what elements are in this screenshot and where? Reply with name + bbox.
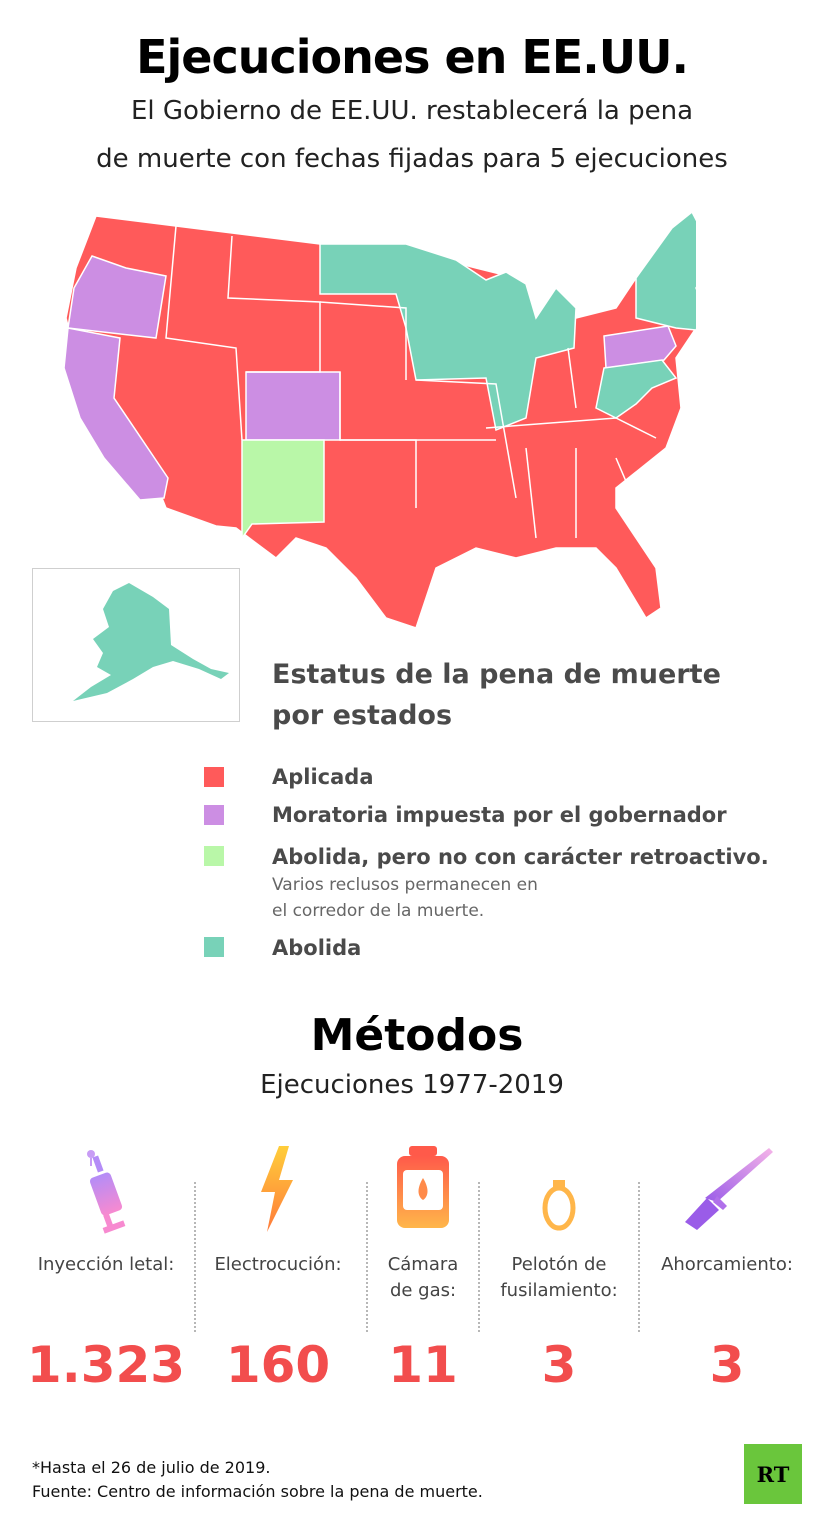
rt-logo-text: RT xyxy=(756,1461,790,1487)
legend-swatch-abolished xyxy=(204,937,224,957)
method-label-line-1: Electrocución: xyxy=(214,1254,342,1275)
syringe-icon xyxy=(87,1150,126,1234)
legend-label-abolished: Abolida xyxy=(272,936,362,960)
pennsylvania xyxy=(603,325,677,369)
rifle-icon xyxy=(685,1148,773,1230)
alaska-inset xyxy=(32,568,240,722)
subtitle-line-2: de muerte con fechas fijadas para 5 ejec… xyxy=(96,144,728,174)
method-hanging: Ahorcamiento: 3 xyxy=(642,1140,812,1394)
method-label: Electrocución: xyxy=(198,1252,358,1278)
divider xyxy=(366,1182,368,1332)
method-count: 3 xyxy=(709,1336,745,1394)
legend-swatch-moratorium xyxy=(204,805,224,825)
method-label: Inyección letal: xyxy=(20,1252,192,1278)
method-firing-squad: Pelotón de fusilamiento: 3 xyxy=(484,1140,634,1394)
method-label-line-2: fusilamiento: xyxy=(500,1280,618,1301)
method-count: 11 xyxy=(388,1336,458,1394)
divider xyxy=(638,1182,640,1332)
method-label-line-1: Cámara xyxy=(387,1254,459,1275)
northeast-abolished xyxy=(635,210,696,331)
gas-cylinder-icon xyxy=(397,1146,449,1228)
legend-swatch-applied xyxy=(204,767,224,787)
method-label: Pelotón de fusilamiento: xyxy=(484,1252,634,1304)
method-count: 160 xyxy=(225,1336,331,1394)
page-title: Ejecuciones en EE.UU. xyxy=(136,30,689,84)
colorado xyxy=(245,371,341,441)
oregon xyxy=(67,255,167,339)
legend-swatch-abolished-not-retroactive xyxy=(204,846,224,866)
noose-icon xyxy=(542,1144,576,1231)
divider xyxy=(194,1182,196,1332)
state-borders xyxy=(165,225,657,539)
methods-subtitle: Ejecuciones 1977-2019 xyxy=(260,1070,564,1100)
source-note: Fuente: Centro de información sobre la p… xyxy=(32,1482,483,1501)
mid-atlantic-abolished xyxy=(595,359,678,419)
method-label-line-1: Ahorcamiento: xyxy=(661,1254,793,1275)
lightning-icon xyxy=(261,1146,293,1232)
alaska-map xyxy=(73,583,229,701)
legend-label-moratorium: Moratoria impuesta por el gobernador xyxy=(272,803,727,827)
legend-label-applied: Aplicada xyxy=(272,765,374,789)
subtitle-line-1: El Gobierno de EE.UU. restablecerá la pe… xyxy=(130,96,694,126)
method-label-line-2: de gas: xyxy=(389,1280,457,1301)
method-label-line-1: Inyección letal: xyxy=(37,1254,175,1275)
methods-title: Métodos xyxy=(310,1010,524,1061)
rt-logo: RT xyxy=(744,1444,802,1504)
legend-note-line-1: Varios reclusos permanecen en xyxy=(272,875,538,895)
method-label: Cámara de gas: xyxy=(374,1252,472,1304)
method-label: Ahorcamiento: xyxy=(642,1252,812,1278)
divider xyxy=(478,1182,480,1332)
legend-label-abolished-not-retroactive: Abolida, pero no con carácter retroactiv… xyxy=(272,845,769,869)
legend-title-line-2: por estados xyxy=(272,700,453,731)
method-count: 1.323 xyxy=(26,1336,186,1394)
legend-title: Estatus de la pena de muerte por estados xyxy=(272,654,721,736)
footnote: *Hasta el 26 de julio de 2019. xyxy=(32,1458,271,1477)
new-mexico xyxy=(241,439,325,541)
method-lethal-injection: Inyección letal: 1.323 xyxy=(20,1140,192,1394)
method-label-line-1: Pelotón de xyxy=(511,1254,607,1275)
method-electrocution: Electrocución: 160 xyxy=(198,1140,358,1394)
method-gas-chamber: Cámara de gas: 11 xyxy=(374,1140,472,1394)
us-map xyxy=(63,210,696,628)
california xyxy=(63,327,169,501)
legend-title-line-1: Estatus de la pena de muerte xyxy=(272,659,721,690)
alaska xyxy=(73,583,229,701)
legend-note-line-2: el corredor de la muerte. xyxy=(272,901,485,921)
method-count: 3 xyxy=(541,1336,577,1394)
